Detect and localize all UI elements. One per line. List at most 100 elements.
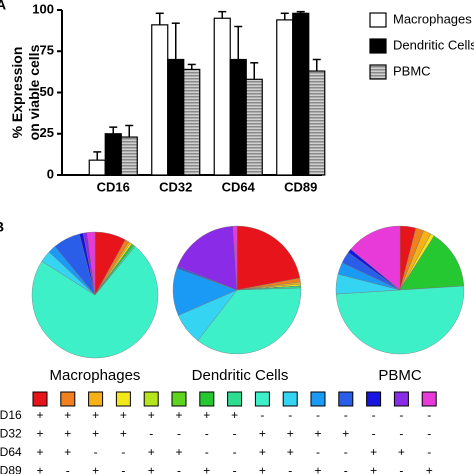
sign: + <box>36 408 43 422</box>
sign: - <box>344 408 348 422</box>
pie-slice <box>350 225 401 291</box>
key-swatch <box>310 391 326 407</box>
y-tick-label: 100 <box>32 1 54 16</box>
bar <box>167 58 185 176</box>
sign: + <box>314 427 321 441</box>
sign: + <box>287 427 294 441</box>
sign: + <box>203 464 210 474</box>
sign: + <box>342 427 349 441</box>
key-swatch <box>366 391 382 407</box>
sign: + <box>259 427 266 441</box>
sign: + <box>231 408 238 422</box>
bar <box>276 19 294 176</box>
sign: + <box>287 445 294 459</box>
sign: - <box>205 427 209 441</box>
sign: - <box>177 427 181 441</box>
sign: + <box>148 445 155 459</box>
panel-label: A <box>0 0 6 13</box>
bar <box>213 17 231 176</box>
key-swatch <box>199 391 215 407</box>
sign: + <box>92 464 99 474</box>
y-axis-label: % Expressionon viable cells <box>9 44 42 140</box>
sign: + <box>426 464 433 474</box>
y-tick-label: 50 <box>40 84 54 99</box>
legend-swatch <box>369 64 387 80</box>
sign: + <box>259 445 266 459</box>
sign: + <box>64 445 71 459</box>
sign: - <box>121 445 125 459</box>
sign: + <box>36 427 43 441</box>
row-label: CD16 <box>0 408 22 422</box>
sign: + <box>398 445 405 459</box>
row-label: CD32 <box>0 427 22 441</box>
sign: - <box>399 427 403 441</box>
sign: + <box>370 464 377 474</box>
sign: + <box>148 464 155 474</box>
legend-swatch <box>369 12 387 28</box>
sign: - <box>344 464 348 474</box>
pie-slice <box>31 246 159 359</box>
key-swatch <box>421 391 437 407</box>
x-tick-label: CD89 <box>284 179 317 194</box>
row-label: CD64 <box>0 445 22 459</box>
legend-swatch <box>369 38 387 54</box>
sign: - <box>372 427 376 441</box>
bar <box>88 159 106 176</box>
sign: - <box>288 464 292 474</box>
sign: + <box>120 427 127 441</box>
sign: - <box>399 464 403 474</box>
sign: + <box>175 445 182 459</box>
key-swatch <box>227 391 243 407</box>
bar <box>151 24 169 176</box>
bar <box>245 78 263 176</box>
sign: - <box>260 408 264 422</box>
bar <box>308 70 326 176</box>
key-swatch <box>115 391 131 407</box>
sign: - <box>344 445 348 459</box>
sign: + <box>64 408 71 422</box>
key-swatch <box>171 391 187 407</box>
key-swatch <box>60 391 76 407</box>
sign: + <box>92 427 99 441</box>
pie-slice <box>236 225 301 291</box>
x-tick-label: CD64 <box>222 179 256 194</box>
sign: - <box>121 464 125 474</box>
pie-slice <box>335 285 465 355</box>
pie-title: Dendritic Cells <box>192 367 289 384</box>
sign: - <box>427 445 431 459</box>
legend-label: PBMC <box>393 63 431 78</box>
sign: + <box>148 408 155 422</box>
row-label: CD89 <box>0 464 22 474</box>
sign: + <box>203 408 210 422</box>
key-swatch <box>254 391 270 407</box>
sign: - <box>233 427 237 441</box>
pie-slice <box>86 231 96 296</box>
bar <box>183 68 201 176</box>
bar <box>292 12 310 176</box>
pie-slice <box>232 225 238 291</box>
sign: + <box>92 408 99 422</box>
sign: + <box>175 408 182 422</box>
x-tick-label: CD32 <box>159 179 192 194</box>
pie-slice <box>177 225 238 291</box>
sign: + <box>64 427 71 441</box>
sign: + <box>370 445 377 459</box>
bar <box>229 58 247 176</box>
key-swatch <box>32 391 48 407</box>
sign: - <box>288 408 292 422</box>
pie-title: PBMC <box>378 367 422 384</box>
sign: + <box>36 464 43 474</box>
key-swatch <box>143 391 159 407</box>
key-swatch <box>282 391 298 407</box>
x-tick-label: CD16 <box>97 179 130 194</box>
bar <box>120 136 138 176</box>
key-swatch <box>88 391 104 407</box>
sign: + <box>314 464 321 474</box>
legend-label: Dendritic Cells <box>393 37 474 52</box>
y-tick-label: 25 <box>40 125 54 140</box>
sign: - <box>372 408 376 422</box>
sign: - <box>94 445 98 459</box>
legend-label: Macrophages <box>393 11 472 26</box>
sign: - <box>149 427 153 441</box>
pie-slice <box>197 287 302 355</box>
